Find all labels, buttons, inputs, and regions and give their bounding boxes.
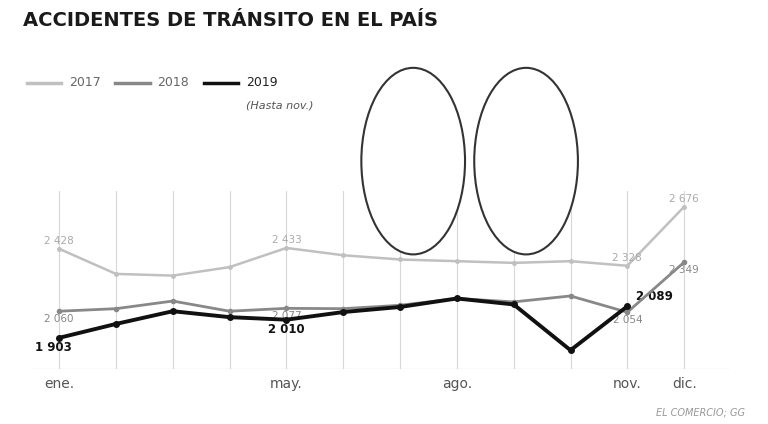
Text: 2019: 2019 [510,206,542,218]
Text: 2019: 2019 [246,76,277,89]
Text: Fallecidos: Fallecidos [495,159,557,172]
Text: ACCIDENTES DE TRÁNSITO EN EL PAÍS: ACCIDENTES DE TRÁNSITO EN EL PAÍS [23,11,438,30]
Text: 1944: 1944 [503,110,549,128]
Text: 1 903: 1 903 [35,341,72,354]
Text: 2017: 2017 [69,76,101,89]
Text: (Hasta nov.): (Hasta nov.) [246,101,313,111]
Text: Lesionados: Lesionados [379,159,448,172]
Text: 2 328: 2 328 [612,253,642,263]
Text: 18 064: 18 064 [382,110,445,128]
Text: 2 349: 2 349 [669,265,699,275]
Text: 2 010: 2 010 [268,323,305,336]
Text: 2018: 2018 [157,76,189,89]
Text: 2 060: 2 060 [45,314,74,324]
Text: 2019: 2019 [397,206,429,218]
Text: 2 089: 2 089 [636,290,673,303]
Text: 2 428: 2 428 [45,236,74,246]
Text: 2 433: 2 433 [272,235,301,245]
Text: 2 676: 2 676 [669,194,699,204]
Text: 2 077: 2 077 [272,311,301,321]
Text: EL COMERCIO; GG: EL COMERCIO; GG [656,407,745,418]
Text: 2 054: 2 054 [613,315,642,325]
